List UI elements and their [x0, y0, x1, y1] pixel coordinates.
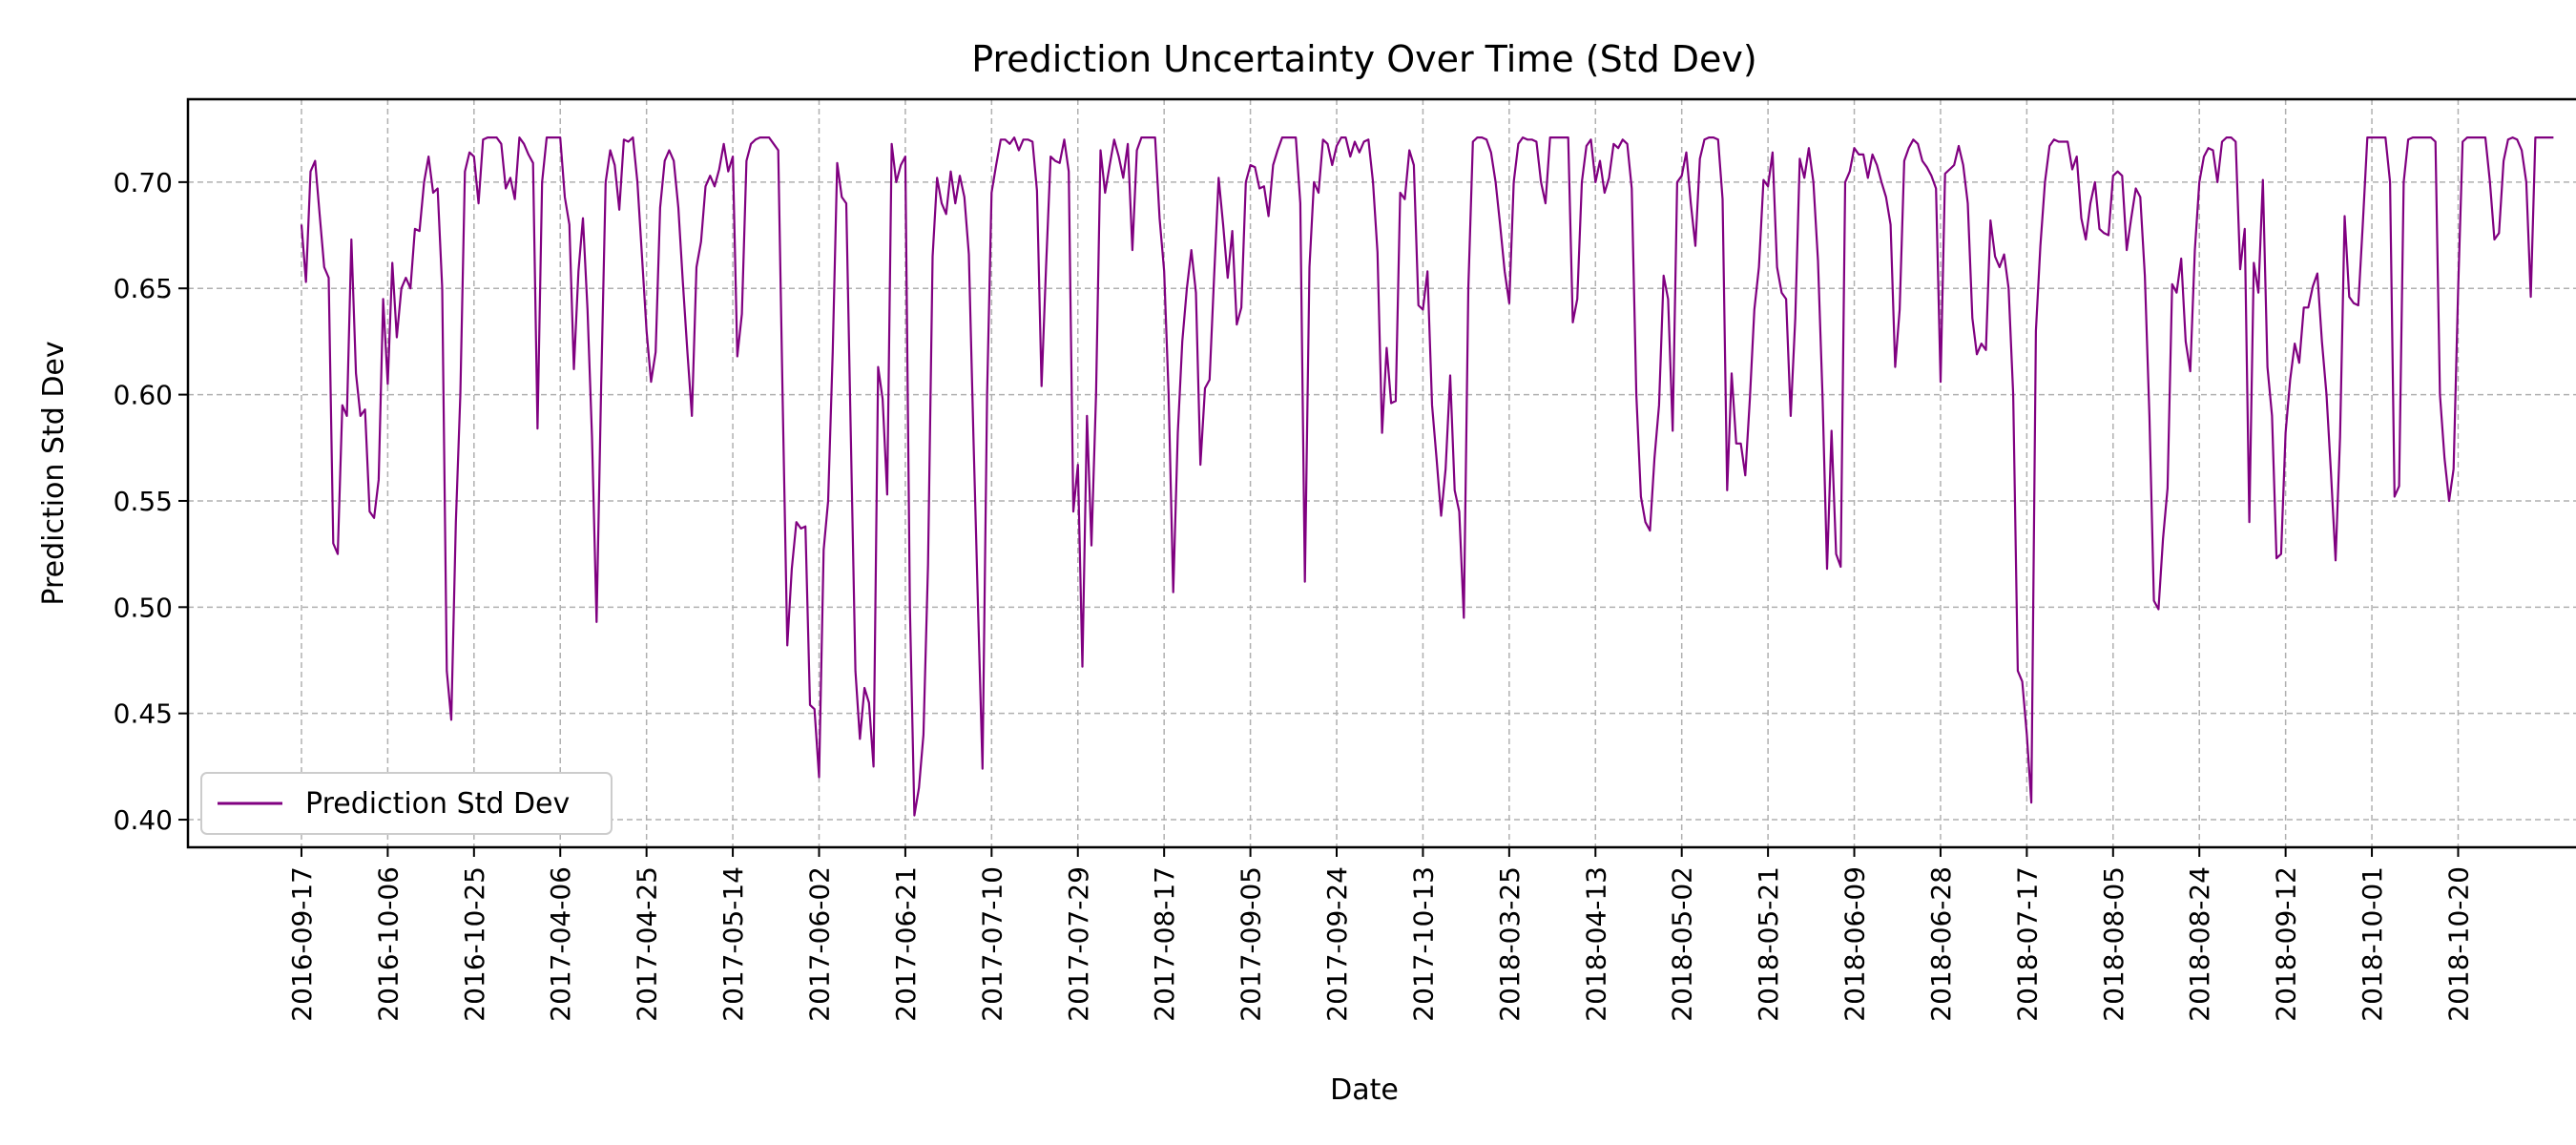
y-tick-label: 0.70 [114, 167, 173, 198]
y-tick-label: 0.50 [114, 592, 173, 623]
x-tick-label: 2017-07-29 [1063, 866, 1094, 1022]
plot-frame [186, 97, 2576, 849]
x-tick-label: 2017-10-13 [1407, 866, 1439, 1022]
y-tick-label: 0.65 [114, 273, 173, 304]
legend-label: Prediction Std Dev [305, 787, 570, 821]
x-tick-label: 2018-06-28 [1925, 866, 1957, 1022]
x-tick-label: 2017-09-05 [1236, 866, 1267, 1022]
x-tick-label: 2018-05-21 [1753, 866, 1784, 1022]
x-tick-label: 2018-06-09 [1839, 866, 1871, 1022]
chart-title: Prediction Uncertainty Over Time (Std De… [971, 38, 1757, 80]
x-tick-label: 2018-04-13 [1580, 866, 1611, 1022]
x-tick-label: 2017-04-25 [632, 866, 663, 1022]
x-tick-label: 2018-10-01 [2357, 866, 2388, 1022]
x-tick-label: 2018-05-02 [1667, 866, 1698, 1022]
y-tick-label: 0.45 [114, 698, 173, 730]
x-tick-label: 2018-08-24 [2184, 866, 2215, 1022]
x-tick-label: 2016-10-25 [459, 866, 490, 1022]
x-tick-label: 2018-08-05 [2098, 866, 2129, 1022]
axis-ticks: 0.40 0.45 0.50 0.55 0.60 0.65 0.70 2016-09-17 20… [114, 167, 2475, 1022]
x-tick-label: 2017-06-02 [803, 866, 835, 1022]
x-tick-label: 2017-09-24 [1321, 866, 1353, 1022]
x-tick-label: 2016-10-06 [372, 866, 404, 1022]
x-tick-label: 2017-08-17 [1149, 866, 1180, 1022]
x-tick-label: 2018-09-12 [2271, 866, 2302, 1022]
x-tick-label: 2017-07-10 [976, 866, 1008, 1022]
x-tick-label: 2018-10-20 [2442, 866, 2474, 1022]
y-tick-label: 0.40 [114, 804, 173, 836]
y-tick-label: 0.55 [114, 486, 173, 517]
y-tick-label: 0.60 [114, 380, 173, 411]
legend-box [200, 772, 613, 835]
x-tick-label: 2017-05-14 [717, 866, 749, 1022]
series-line [300, 136, 2554, 817]
x-tick-label: 2017-06-21 [890, 866, 922, 1022]
y-axis-label: Prediction Std Dev [37, 341, 71, 605]
grid [188, 99, 2576, 847]
x-tick-label: 2017-04-06 [545, 866, 576, 1022]
series-layer [300, 136, 2554, 817]
legend: Prediction Std Dev [200, 772, 613, 835]
x-axis-label: Date [1330, 1073, 1399, 1107]
x-tick-label: 2018-03-25 [1494, 866, 1526, 1022]
x-tick-label: 2018-07-17 [2011, 866, 2043, 1022]
x-tick-label: 2016-09-17 [286, 866, 318, 1022]
